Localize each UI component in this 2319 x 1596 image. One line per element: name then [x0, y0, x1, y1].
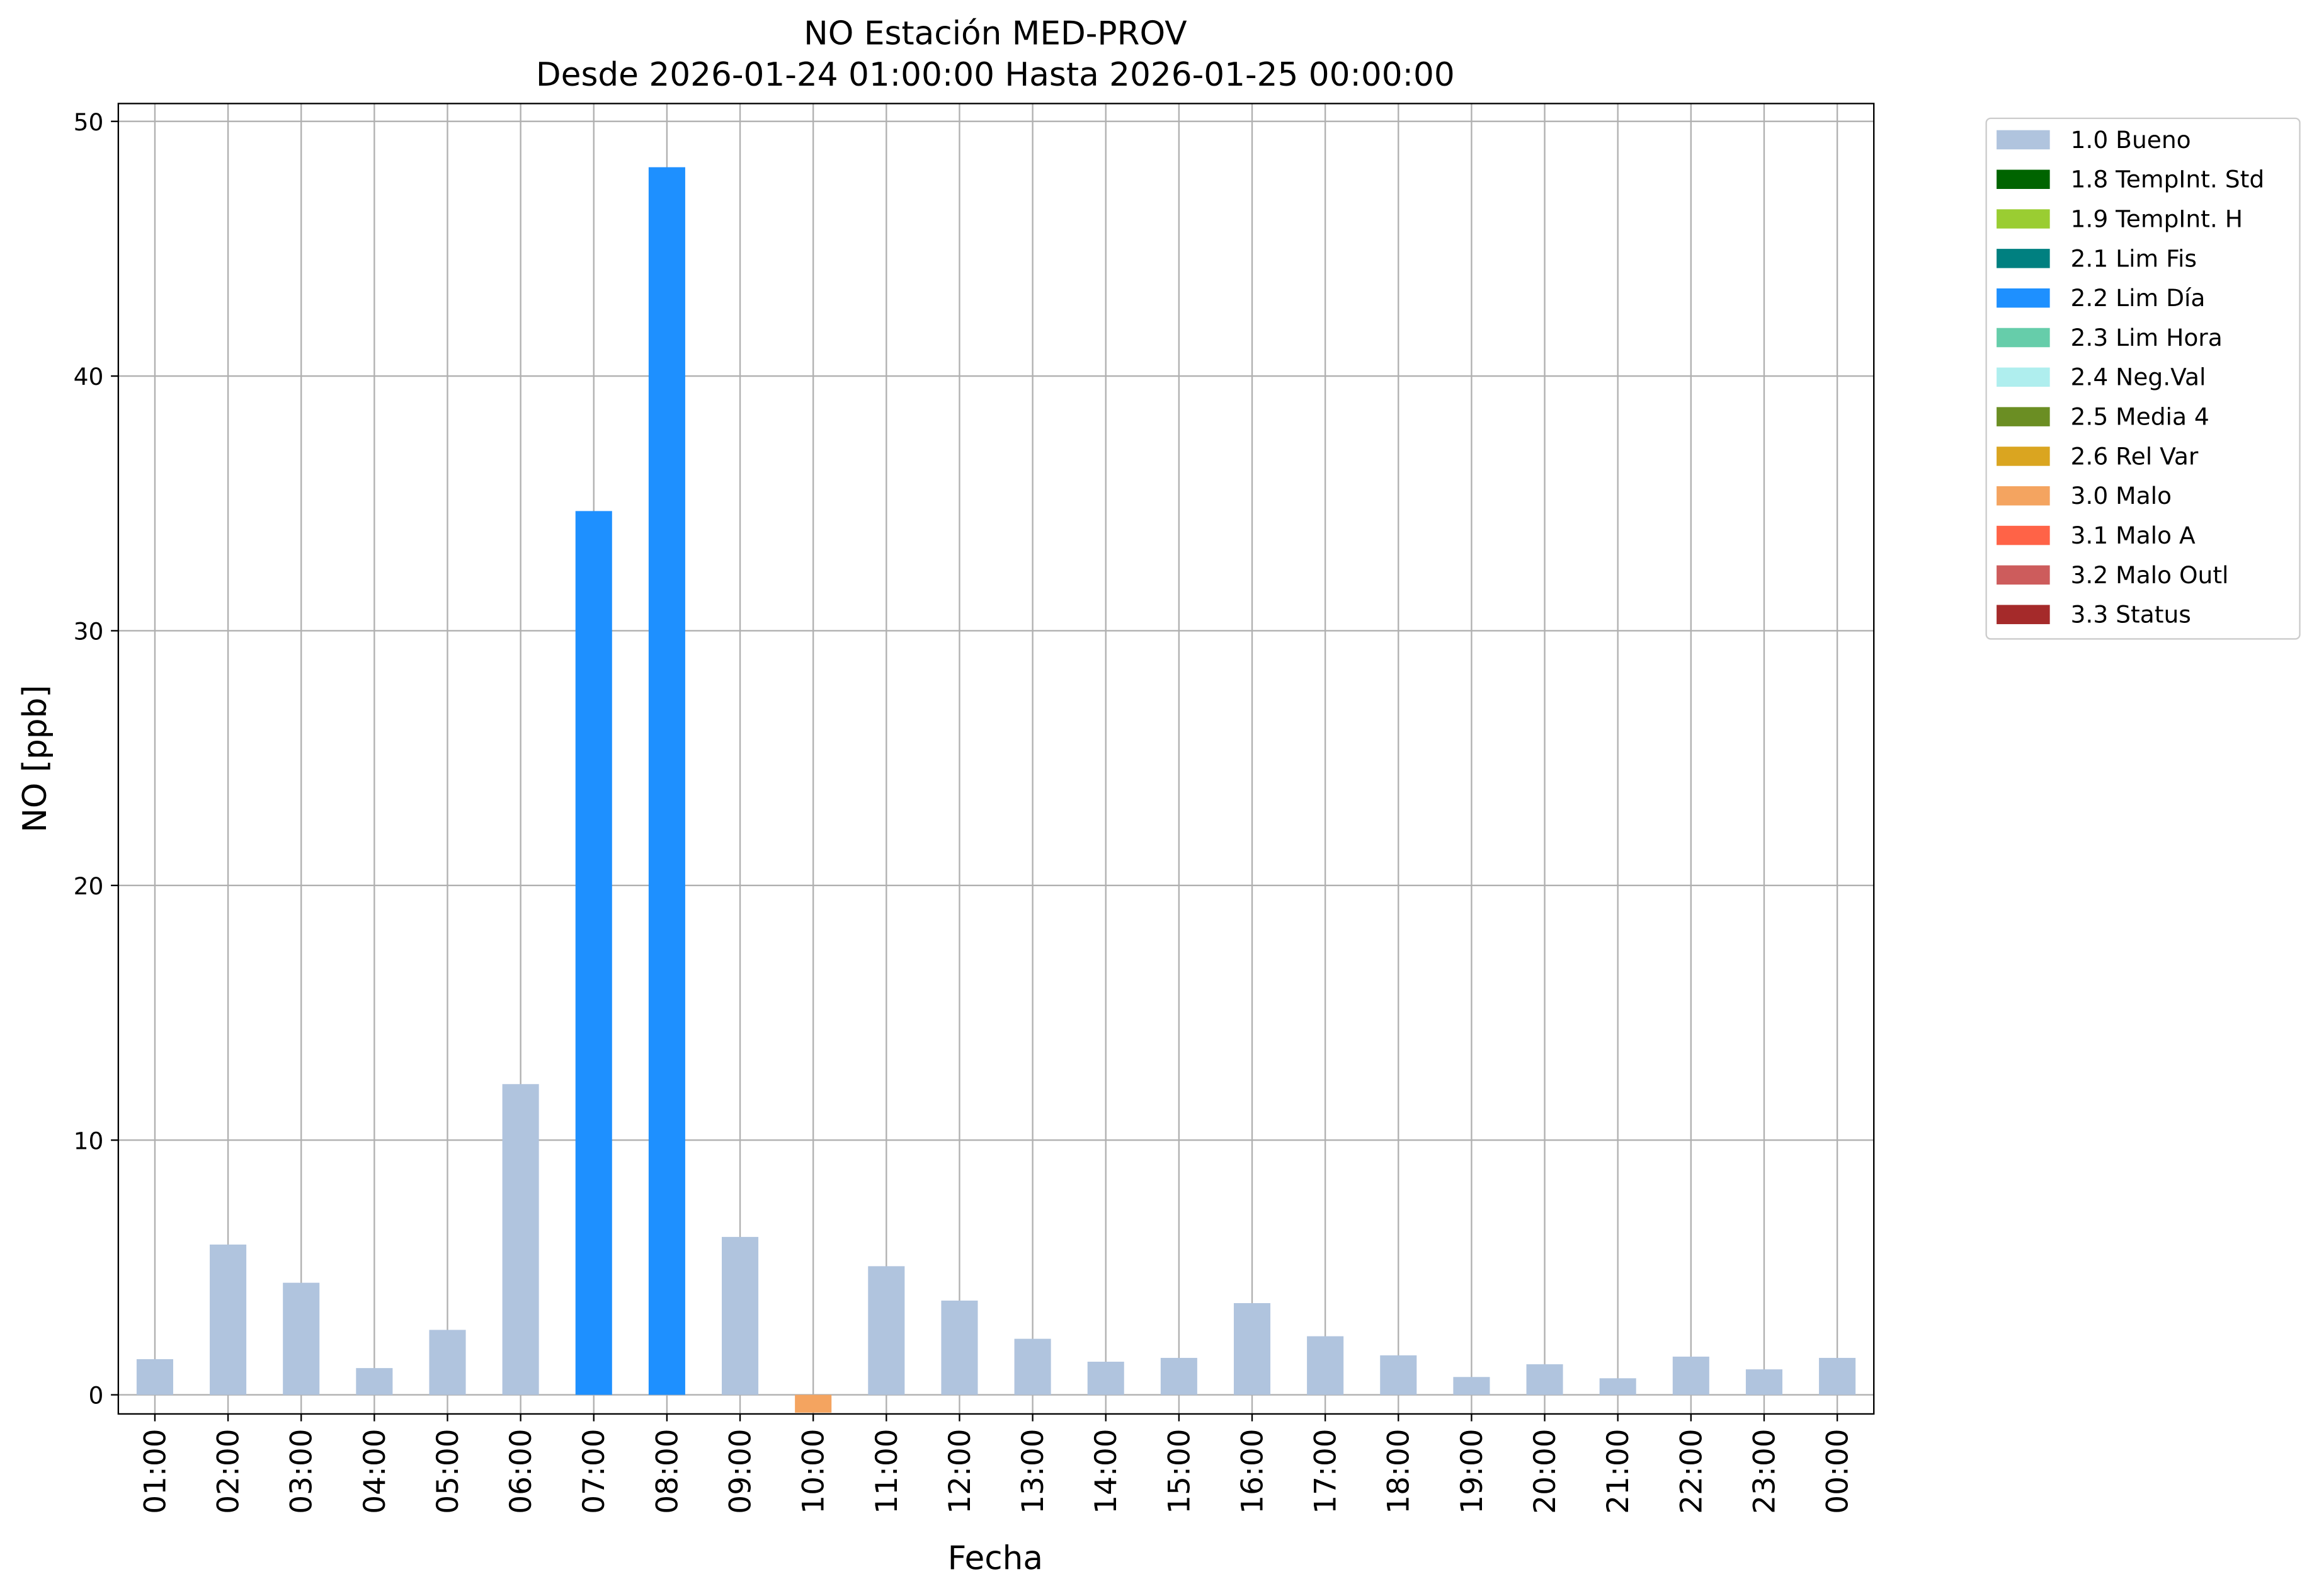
x-tick-label: 16:00	[1235, 1428, 1270, 1513]
bar	[1526, 1364, 1563, 1395]
legend-label: 3.1 Malo A	[2071, 522, 2196, 549]
bar	[1233, 1303, 1271, 1395]
y-tick-label: 50	[74, 108, 104, 136]
chart-title: NO Estación MED-PROV	[804, 14, 1187, 52]
bar	[356, 1368, 393, 1395]
legend-swatch	[1997, 447, 2050, 466]
x-tick-label: 12:00	[943, 1428, 977, 1513]
chart-subtitle: Desde 2026-01-24 01:00:00 Hasta 2026-01-…	[536, 56, 1455, 94]
legend: 1.0 Bueno 1.8 TempInt. Std 1.9 TempInt. H 2…	[1985, 117, 2301, 640]
axes: 0 10 20 30 40 50 01:00 02:00 03:00 04:00 05:00 06:0…	[74, 108, 1855, 1514]
y-axis-label: NO [ppb]	[16, 685, 54, 832]
x-tick-label: 04:00	[358, 1428, 392, 1513]
grid	[118, 103, 1874, 1414]
bar	[575, 511, 612, 1395]
legend-label: 1.0 Bueno	[2071, 126, 2191, 154]
legend-swatch	[1997, 249, 2050, 268]
legend-label: 3.3 Status	[2071, 601, 2191, 629]
x-tick-label: 21:00	[1601, 1428, 1636, 1513]
bar	[1160, 1357, 1197, 1395]
x-tick-label: 13:00	[1016, 1428, 1051, 1513]
legend-label: 2.2 Lim Día	[2071, 284, 2206, 312]
legend-label: 2.6 Rel Var	[2071, 442, 2199, 470]
bar	[1745, 1369, 1783, 1395]
bar	[502, 1084, 539, 1395]
y-tick-label: 40	[74, 363, 104, 390]
bar	[1087, 1362, 1124, 1395]
x-tick-label: 07:00	[577, 1428, 612, 1513]
legend-swatch	[1997, 209, 2050, 229]
bars	[136, 167, 1856, 1413]
bar	[1599, 1378, 1636, 1395]
y-tick-label: 20	[74, 872, 104, 900]
plot-frame	[117, 103, 1875, 1415]
x-tick-label: 02:00	[212, 1428, 246, 1513]
legend-swatch	[1997, 328, 2050, 348]
bar	[283, 1282, 320, 1395]
bar	[1380, 1355, 1417, 1395]
x-tick-label: 22:00	[1674, 1428, 1709, 1513]
legend-label: 1.8 TempInt. Std	[2071, 166, 2265, 193]
bar	[648, 167, 685, 1395]
bar	[429, 1330, 466, 1395]
bar	[868, 1266, 905, 1395]
legend-swatch	[1997, 525, 2050, 545]
legend-box	[1985, 117, 2301, 640]
x-tick-label: 18:00	[1382, 1428, 1416, 1513]
x-tick-label: 08:00	[650, 1428, 685, 1513]
bar	[722, 1236, 759, 1395]
bar	[795, 1394, 832, 1413]
x-tick-label: 11:00	[870, 1428, 904, 1513]
x-tick-label: 20:00	[1528, 1428, 1563, 1513]
y-tick-label: 30	[74, 618, 104, 646]
bar	[1014, 1338, 1051, 1395]
legend-label: 1.9 TempInt. H	[2071, 205, 2243, 232]
legend-label: 2.5 Media 4	[2071, 403, 2209, 431]
bar	[941, 1300, 978, 1395]
x-axis-label: Fecha	[948, 1539, 1043, 1577]
legend-swatch	[1997, 130, 2050, 150]
legend-label: 3.0 Malo	[2071, 482, 2172, 510]
legend-swatch	[1997, 367, 2050, 387]
y-tick-label: 0	[88, 1382, 103, 1410]
bar	[1819, 1357, 1856, 1395]
bar	[1307, 1336, 1344, 1395]
bar	[210, 1245, 247, 1395]
x-tick-label: 09:00	[723, 1428, 758, 1513]
legend-swatch	[1997, 605, 2050, 624]
legend-swatch	[1997, 288, 2050, 308]
legend-label: 2.3 Lim Hora	[2071, 324, 2223, 351]
legend-label: 2.4 Neg.Val	[2071, 363, 2206, 391]
x-tick-label: 19:00	[1455, 1428, 1490, 1513]
legend-swatch	[1997, 169, 2050, 190]
x-tick-label: 14:00	[1089, 1428, 1124, 1513]
x-tick-label: 17:00	[1309, 1428, 1343, 1513]
x-tick-label: 03:00	[285, 1428, 319, 1513]
legend-swatch	[1997, 486, 2050, 506]
x-tick-label: 23:00	[1747, 1428, 1782, 1513]
x-tick-label: 05:00	[431, 1428, 465, 1513]
x-tick-label: 00:00	[1821, 1428, 1855, 1513]
bar	[1453, 1377, 1490, 1395]
x-tick-label: 06:00	[504, 1428, 538, 1513]
y-tick-label: 10	[74, 1127, 104, 1154]
x-tick-label: 10:00	[797, 1428, 831, 1513]
bar	[1672, 1356, 1709, 1395]
legend-swatch	[1997, 565, 2050, 585]
legend-label: 2.1 Lim Fis	[2071, 244, 2197, 272]
x-tick-label: 01:00	[138, 1428, 173, 1513]
x-tick-label: 15:00	[1162, 1428, 1197, 1513]
legend-label: 3.2 Malo Outl	[2071, 561, 2229, 589]
bar	[136, 1359, 173, 1395]
legend-swatch	[1997, 407, 2050, 426]
